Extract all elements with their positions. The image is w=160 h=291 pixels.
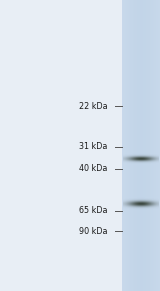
Text: 40 kDa: 40 kDa (79, 164, 107, 173)
Text: 65 kDa: 65 kDa (79, 207, 107, 215)
Text: 22 kDa: 22 kDa (79, 102, 107, 111)
Bar (0, 0, 122, 291)
Text: 31 kDa: 31 kDa (79, 143, 107, 151)
Text: 90 kDa: 90 kDa (79, 227, 107, 236)
